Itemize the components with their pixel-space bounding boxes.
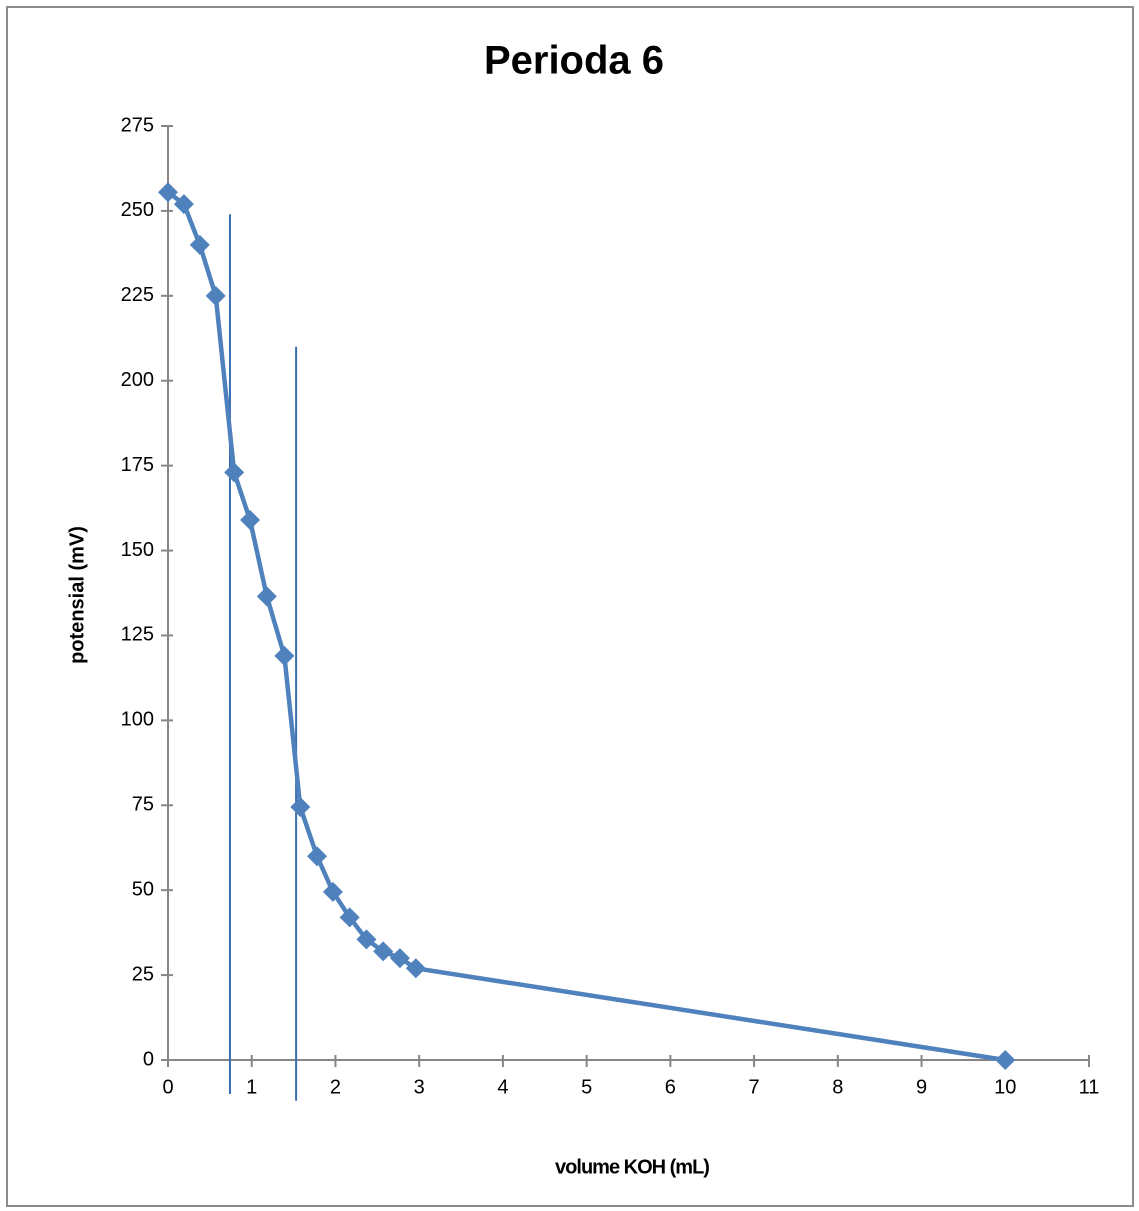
y-tick-label: 250 <box>121 199 154 221</box>
data-point <box>307 846 328 867</box>
x-tick-label: 7 <box>749 1076 760 1098</box>
x-tick-label: 3 <box>414 1076 425 1098</box>
data-point <box>274 645 295 666</box>
y-tick-label: 225 <box>121 284 154 306</box>
data-point <box>224 462 245 483</box>
y-tick-label: 50 <box>132 878 154 900</box>
chart-title: Perioda 6 <box>484 39 664 83</box>
data-point <box>389 948 410 969</box>
chart-frame <box>6 6 1134 1207</box>
data-point <box>405 958 426 979</box>
y-axis-label: potensial (mV) <box>66 526 88 664</box>
x-tick-label: 4 <box>497 1076 508 1098</box>
x-tick-label: 6 <box>665 1076 676 1098</box>
data-point <box>356 929 377 950</box>
x-axis-label: volume KOH (mL) <box>555 1156 709 1178</box>
data-point <box>373 941 394 962</box>
x-tick-label: 9 <box>916 1076 927 1098</box>
y-tick-label: 175 <box>121 454 154 476</box>
y-tick-label: 25 <box>132 963 154 985</box>
y-tick-label: 0 <box>143 1048 154 1070</box>
data-point <box>158 182 178 203</box>
x-tick-label: 0 <box>162 1076 173 1098</box>
x-tick-label: 5 <box>581 1076 592 1098</box>
y-tick-label: 75 <box>132 794 154 816</box>
y-tick-label: 275 <box>121 114 154 136</box>
data-point <box>995 1050 1016 1070</box>
data-point <box>322 881 343 902</box>
x-tick-label: 11 <box>1079 1076 1100 1098</box>
x-tick-label: 2 <box>330 1076 341 1098</box>
y-tick-label: 200 <box>121 369 154 391</box>
data-point <box>290 796 311 817</box>
y-tick-label: 100 <box>121 709 154 731</box>
data-point <box>256 586 277 607</box>
y-tick-label: 150 <box>121 539 154 561</box>
y-tick-label: 125 <box>121 624 154 646</box>
x-tick-label: 1 <box>246 1076 257 1098</box>
data-point <box>189 234 210 255</box>
data-point <box>240 509 261 530</box>
x-tick-label: 8 <box>832 1076 843 1098</box>
data-point <box>173 194 194 215</box>
data-point <box>339 907 360 928</box>
x-tick-label: 10 <box>994 1076 1016 1098</box>
data-point <box>205 285 226 306</box>
